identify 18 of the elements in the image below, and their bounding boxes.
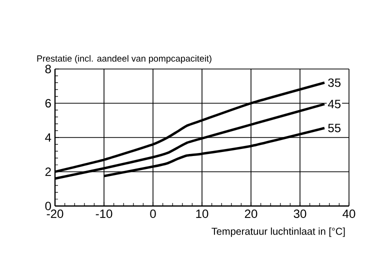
- y-tick-label: 2: [45, 168, 51, 176]
- x-tick-label: 20: [244, 210, 258, 218]
- series-label: 35: [328, 78, 341, 87]
- line-series: [102, 126, 326, 178]
- y-tick-label: 8: [45, 64, 51, 74]
- x-tick-label: 30: [294, 210, 306, 218]
- y-tick-label: 0: [45, 202, 52, 210]
- series-label: 55: [328, 124, 341, 132]
- x-axis-title: Temperatuur luchtinlaat in [°C]: [212, 228, 345, 237]
- series-label: 45: [328, 100, 341, 108]
- x-tick-label: 40: [342, 210, 356, 218]
- x-tick-label: -20: [46, 210, 64, 218]
- x-tick-label: 10: [196, 210, 208, 218]
- y-axis-title: Prestatie (incl. aandeel van pompcapaciteit): [37, 55, 212, 64]
- x-tick-label: 0: [150, 210, 156, 218]
- x-tick-label: -10: [96, 210, 112, 218]
- y-tick-label: 4: [45, 133, 52, 142]
- y-tick-label: 6: [45, 98, 51, 108]
